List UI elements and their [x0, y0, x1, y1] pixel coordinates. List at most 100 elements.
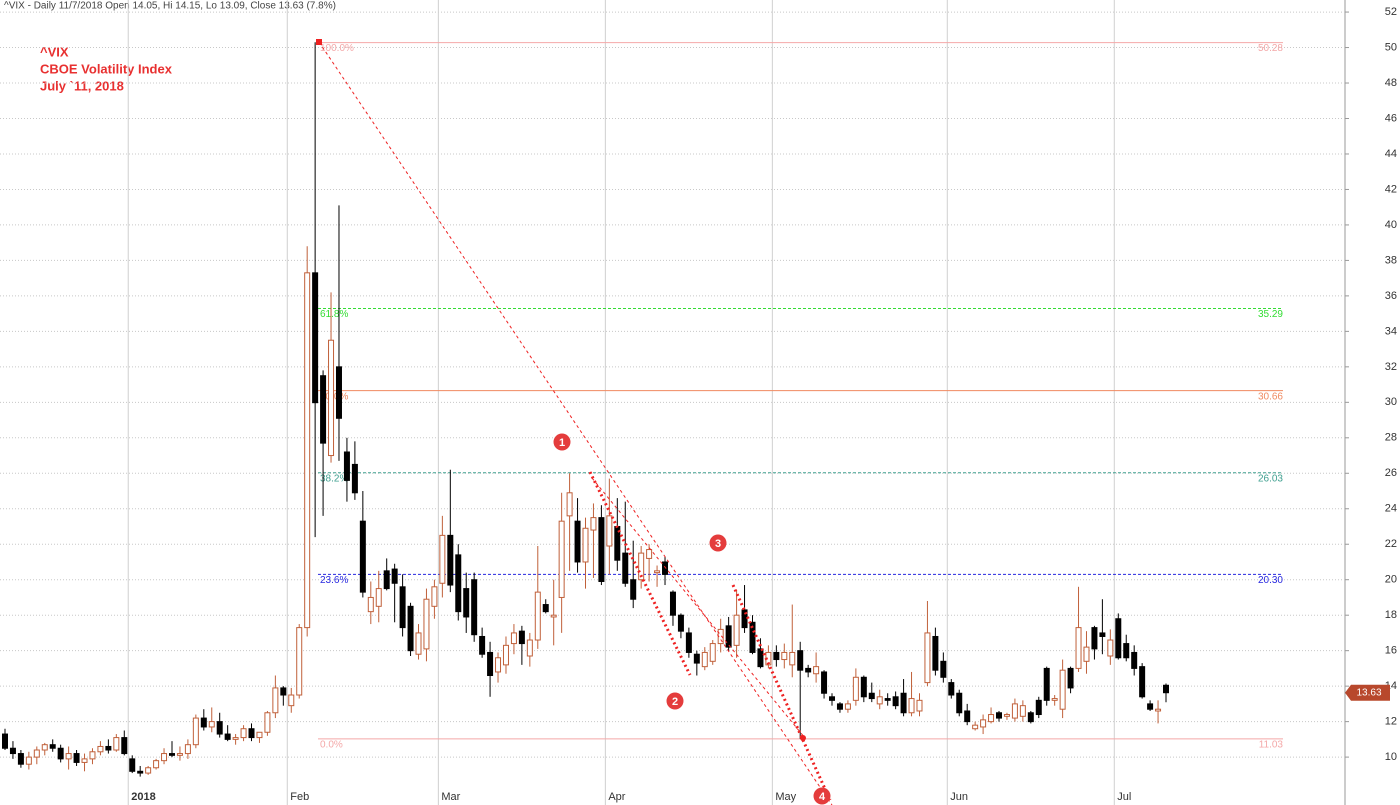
candle-body: [693, 653, 700, 664]
candle-body: [940, 660, 947, 678]
price-tag: [1345, 684, 1390, 701]
candle-body: [677, 614, 684, 632]
candle-body: [184, 744, 191, 755]
candle-body: [65, 753, 72, 760]
candle-body: [208, 721, 215, 728]
x-tick-label: May: [775, 791, 796, 803]
candle-body: [948, 682, 955, 696]
candle-body: [57, 747, 64, 760]
fib-value-label: 20.30: [1258, 575, 1283, 586]
candle-body: [868, 692, 875, 700]
y-tick-label: 10: [1385, 751, 1397, 763]
candle-body: [256, 731, 263, 739]
candle-body: [17, 753, 24, 765]
candle-body: [288, 694, 295, 707]
fib-level-label: 61.8%: [320, 309, 348, 320]
y-tick-label: 36: [1385, 290, 1397, 302]
candle-body: [590, 517, 597, 531]
candle-body: [972, 724, 979, 730]
candle-body: [2, 733, 8, 749]
marker-circle: [666, 692, 684, 710]
candle-body: [980, 719, 987, 728]
candle-body: [709, 643, 716, 662]
candle-body: [646, 549, 653, 559]
candle-body: [1003, 714, 1010, 717]
candle-body: [924, 632, 931, 684]
y-tick-label: 12: [1385, 716, 1397, 728]
candle-body: [471, 579, 478, 636]
candle-body: [622, 552, 629, 584]
candle-body: [351, 463, 358, 494]
candle-body: [1099, 632, 1106, 637]
candle-body: [1067, 667, 1074, 689]
candle-body: [25, 756, 32, 765]
axis-labels: 1012141618202224262830323436384042444648…: [131, 6, 1397, 803]
candle-body: [908, 698, 915, 714]
candle-body: [81, 758, 88, 763]
candle-body: [574, 520, 581, 563]
candle-body: [463, 588, 470, 618]
candle-body: [662, 561, 669, 575]
y-tick-label: 52: [1385, 6, 1397, 18]
candle-body: [1115, 618, 1122, 659]
candle-body: [455, 554, 462, 613]
candle-body: [964, 710, 971, 723]
candle-body: [884, 698, 891, 701]
candle-body: [916, 699, 923, 712]
candle-body: [121, 737, 128, 755]
y-tick-label: 26: [1385, 467, 1397, 479]
candle-body: [526, 639, 533, 657]
candle-body: [813, 666, 820, 675]
candle-body: [367, 596, 374, 613]
candle-body: [1123, 643, 1130, 659]
candle-body: [335, 366, 342, 419]
candle-body: [1091, 627, 1098, 650]
x-tick-label: 2018: [131, 791, 155, 803]
candle-body: [1083, 646, 1090, 662]
candle-body: [272, 687, 279, 714]
candle-body: [900, 692, 907, 714]
marker-label: 4: [819, 791, 826, 803]
y-tick-label: 38: [1385, 254, 1397, 266]
candle-body: [359, 520, 366, 593]
candle-body: [200, 717, 207, 728]
candle-body: [33, 749, 40, 758]
candle-body: [192, 717, 199, 746]
fib-value-label: 11.03: [1259, 739, 1284, 750]
chart-title: ^VIX - Daily 11/7/2018 Open 14.05, Hi 14…: [4, 1, 336, 12]
candle-body: [105, 745, 112, 751]
y-tick-label: 24: [1385, 503, 1397, 515]
annotation: ^VIX: [40, 44, 69, 59]
y-tick-label: 40: [1385, 219, 1397, 231]
candle-body: [1163, 684, 1169, 694]
annotation: CBOE Volatility Index: [40, 61, 173, 76]
candle-body: [296, 627, 303, 696]
candle-body: [558, 520, 565, 598]
candle-body: [1035, 699, 1042, 716]
candle-body: [240, 728, 247, 739]
candle-body: [598, 517, 605, 582]
fib-value-label: 26.03: [1258, 473, 1283, 484]
candle-body: [630, 579, 637, 600]
marker-circle: [553, 433, 571, 451]
candle-body: [566, 492, 573, 517]
candle-body: [797, 650, 804, 671]
candle-body: [248, 728, 255, 739]
candle-body: [1027, 712, 1034, 723]
y-tick-label: 46: [1385, 112, 1397, 124]
candle-body: [431, 586, 438, 607]
y-tick-label: 32: [1385, 361, 1397, 373]
y-tick-label: 44: [1385, 148, 1397, 160]
y-tick-label: 30: [1385, 396, 1397, 408]
candle-body: [1043, 667, 1050, 701]
candle-body: [606, 515, 613, 547]
candle-body: [701, 651, 708, 668]
y-tick-label: 20: [1385, 574, 1397, 586]
candle-body: [836, 703, 843, 710]
candle-body: [216, 721, 223, 735]
candle-body: [168, 753, 175, 756]
candle-body: [1155, 708, 1162, 712]
x-tick-label: Mar: [441, 791, 460, 803]
fib-value-label: 30.66: [1258, 391, 1283, 402]
candle-body: [725, 625, 732, 648]
